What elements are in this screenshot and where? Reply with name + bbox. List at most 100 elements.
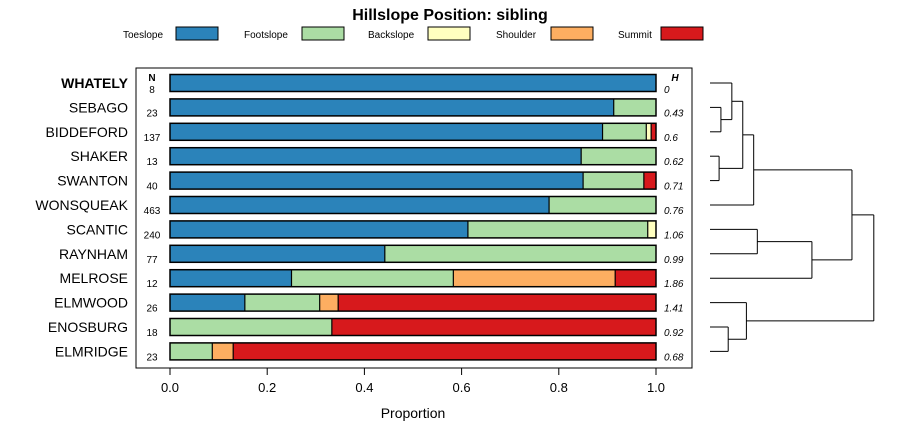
row-shaker: SHAKER 13 0.62: [70, 146, 684, 168]
legend-swatch-footslope: [301, 26, 345, 41]
legend-swatch-summit: [660, 26, 704, 41]
h-value: 1.06: [664, 230, 684, 241]
bar-segment-toeslope: [170, 123, 603, 141]
bar-segment-footslope: [613, 98, 656, 116]
bar-outline: [169, 293, 657, 312]
row-scantic: SCANTIC 240 1.06: [67, 220, 684, 241]
bar-segment-summit: [651, 123, 656, 141]
bar-outline: [169, 195, 657, 215]
h-value: 0.99: [664, 255, 684, 266]
h-value: 0.71: [664, 182, 683, 193]
bar-segment-toeslope: [170, 294, 245, 312]
dendrogram: [710, 82, 875, 352]
n-value: 18: [146, 328, 158, 339]
row-label: SWANTON: [57, 173, 128, 189]
plot-panel: [135, 67, 693, 369]
row-label: RAYNHAM: [59, 246, 128, 262]
x-tick-label: 1.0: [647, 380, 665, 395]
bar-segment-footslope: [581, 147, 656, 165]
bar-segment-shoulder: [212, 342, 234, 360]
row-label: SEBAGO: [69, 99, 128, 115]
bar-segment-footslope: [291, 269, 454, 287]
n-value: 12: [146, 279, 158, 290]
bar-segment-summit: [338, 294, 656, 312]
x-axis-title: Proportion: [381, 405, 446, 421]
legend-label-shoulder: Shoulder: [496, 30, 537, 41]
row-swanton: SWANTON 40 0.71: [57, 171, 683, 193]
legend-swatch-toeslope: [175, 26, 219, 41]
row-elmwood: ELMWOOD 26 1.41: [54, 293, 683, 315]
n-value: 23: [146, 108, 158, 119]
h-value: 1.41: [664, 304, 683, 315]
bar-outline: [169, 317, 657, 337]
row-melrose: MELROSE 12 1.86: [60, 268, 684, 290]
h-value: 0.6: [664, 133, 678, 144]
bar-segment-footslope: [583, 172, 644, 190]
n-value: 240: [144, 230, 161, 241]
bar-rows: WHATELY 8 0 SEBAGO 23 0.43 BIDDEFORD 137 0.6 SHAK…: [35, 73, 684, 363]
legend-label-footslope: Footslope: [244, 30, 288, 41]
legend-label-toeslope: Toeslope: [123, 30, 163, 41]
x-axis: 0.0 0.2 0.4 0.6 0.8 1.0: [161, 368, 665, 395]
bar-segment-toeslope: [170, 147, 582, 165]
bar-segment-toeslope: [170, 98, 614, 116]
bar-segment-backslope: [647, 220, 656, 238]
legend: Toeslope Footslope Backslope Shoulder Summit: [123, 26, 704, 41]
bar-outline: [169, 171, 657, 190]
bar-segment-toeslope: [170, 245, 385, 263]
row-label: MELROSE: [60, 270, 128, 286]
bar-segment-toeslope: [170, 172, 584, 190]
row-label: ENOSBURG: [48, 319, 128, 335]
bar-segment-toeslope: [170, 269, 292, 287]
row-elmridge: ELMRIDGE 23 0.68: [55, 342, 684, 363]
n-value: 13: [146, 157, 158, 168]
row-wonsqueak: WONSQUEAK 463 0.76: [35, 195, 684, 217]
bar-segment-footslope: [549, 196, 656, 214]
bar-segment-footslope: [467, 220, 648, 238]
h-value: 0.43: [664, 108, 684, 119]
h-value: 0.76: [664, 206, 684, 217]
bar-outline: [169, 220, 657, 239]
x-tick-label: 0.6: [453, 380, 471, 395]
bar-segment-footslope: [384, 245, 656, 263]
bar-outline: [169, 122, 657, 142]
bar-segment-footslope: [170, 318, 332, 336]
chart-title: Hillslope Position: sibling: [352, 7, 548, 24]
x-tick-label: 0.8: [550, 380, 568, 395]
n-value: 463: [144, 206, 161, 217]
legend-swatch-shoulder: [550, 26, 594, 41]
bar-segment-footslope: [170, 342, 213, 360]
n-value: 23: [146, 352, 158, 363]
bar-segment-toeslope: [170, 220, 468, 238]
bar-segment-shoulder: [453, 269, 616, 287]
row-raynham: RAYNHAM 77 0.99: [59, 244, 684, 266]
legend-label-summit: Summit: [618, 30, 652, 41]
h-value: 0: [664, 85, 670, 96]
h-value: 1.86: [664, 279, 684, 290]
bar-outline: [169, 73, 657, 93]
bar-outline: [169, 342, 657, 361]
bar-segment-summit: [233, 342, 656, 360]
bar-segment-footslope: [244, 294, 320, 312]
n-value: 77: [146, 255, 158, 266]
x-tick-label: 0.0: [161, 380, 179, 395]
row-label: BIDDEFORD: [46, 124, 128, 140]
row-sebago: SEBAGO 23 0.43: [69, 98, 684, 119]
h-value: 0.92: [664, 328, 684, 339]
x-tick-label: 0.4: [355, 380, 373, 395]
n-value: 40: [146, 182, 158, 193]
bar-outline: [169, 146, 657, 166]
bar-segment-shoulder: [319, 294, 339, 312]
bar-segment-backslope: [646, 123, 652, 141]
n-column-header: N: [148, 73, 155, 84]
h-value: 0.68: [664, 352, 684, 363]
bar-outline: [169, 244, 657, 264]
row-label: ELMRIDGE: [55, 343, 128, 359]
row-enosburg: ENOSBURG 18 0.92: [48, 317, 684, 339]
h-column-header: H: [671, 73, 679, 84]
x-tick-label: 0.2: [258, 380, 276, 395]
bar-outline: [169, 268, 657, 288]
bar-segment-toeslope: [170, 74, 656, 92]
row-label: SCANTIC: [67, 221, 128, 237]
